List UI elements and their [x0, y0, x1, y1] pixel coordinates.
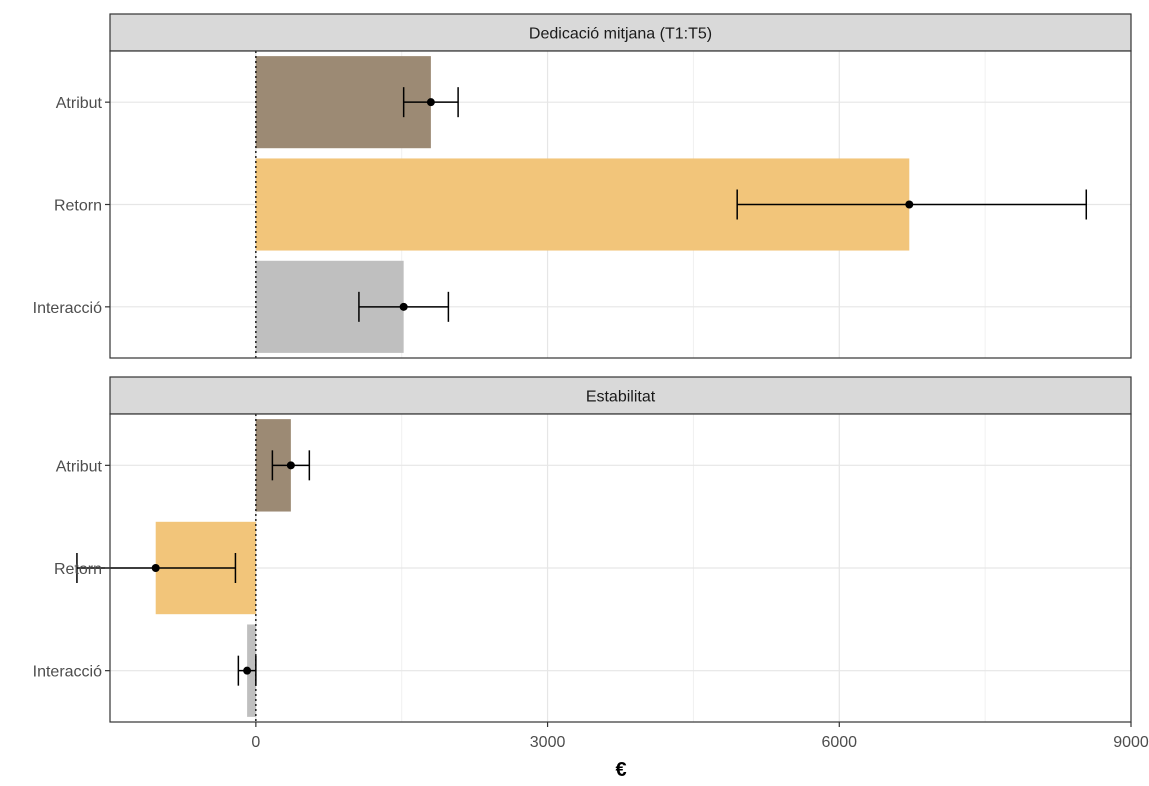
y-tick-label: Interacció — [33, 300, 102, 317]
point-estimate — [243, 666, 252, 675]
facet-strip-label: Dedicació mitjana (T1:T5) — [529, 26, 712, 43]
facet-strip — [109, 376, 1132, 415]
y-tick-label: Atribut — [56, 95, 103, 112]
y-tick-label: Retorn — [54, 198, 102, 215]
x-tick-label: 0 — [251, 734, 260, 751]
y-tick-label: Retorn — [54, 561, 102, 578]
bar-atribut — [255, 56, 431, 149]
point-estimate — [286, 461, 295, 470]
point-estimate — [426, 98, 435, 107]
x-axis-title: € — [615, 759, 626, 781]
x-tick-label: 6000 — [821, 734, 857, 751]
y-tick-label: Interacció — [33, 664, 102, 681]
point-estimate — [151, 564, 160, 572]
facet-panel: Estabilitat Atribut Retorn Interacció — [33, 376, 1132, 723]
y-tick-label: Atribut — [56, 458, 103, 475]
x-tick-label: 9000 — [1113, 734, 1149, 751]
x-axis: 0 3000 6000 9000 — [251, 722, 1149, 751]
panels-layer: Dedicació mitjana (T1:T5) Atribut Retorn In… — [33, 13, 1132, 723]
point-estimate — [399, 302, 408, 311]
facet-panel: Dedicació mitjana (T1:T5) Atribut Retorn In… — [33, 13, 1132, 359]
facet-strip — [109, 13, 1132, 52]
x-tick-label: 3000 — [530, 734, 566, 751]
point-estimate — [905, 200, 914, 209]
facet-strip-label: Estabilitat — [586, 389, 656, 406]
